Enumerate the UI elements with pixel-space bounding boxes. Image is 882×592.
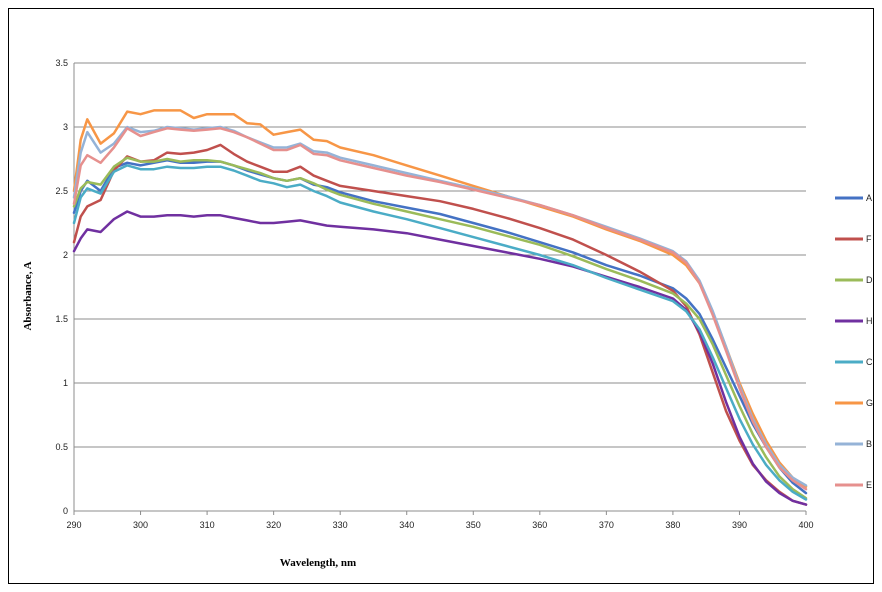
chart-frame [8,8,874,584]
x-tick-label: 400 [798,520,813,530]
legend-label-D: D [866,275,873,285]
series-line-D [72,156,808,500]
x-tick-label: 290 [66,520,81,530]
series-line-H [72,210,808,506]
y-tick-label: 2 [63,250,68,260]
y-tick-label: 3.5 [55,58,68,68]
x-tick-label: 300 [133,520,148,530]
y-tick-label: 2.5 [55,186,68,196]
x-tick-label: 330 [333,520,348,530]
y-tick-label: 1 [63,378,68,388]
y-tick-label: 1.5 [55,314,68,324]
legend-label-E: E [866,480,872,490]
x-tick-label: 370 [599,520,614,530]
y-tick-label: 3 [63,122,68,132]
legend-label-G: G [866,398,873,408]
legend-label-F: F [866,234,872,244]
series-lines [72,109,808,506]
x-tick-labels: 290 300 310 320 330 340 350 360 370 380 390 400 [66,520,813,530]
legend-label-B: B [866,439,872,449]
x-tick-label: 380 [665,520,680,530]
x-tick-label: 310 [200,520,215,530]
axes [73,63,807,515]
x-tick-label: 390 [732,520,747,530]
legend-label-C: C [866,357,873,367]
y-tick-label: 0.5 [55,442,68,452]
series-line-A [72,159,808,495]
y-axis-label: Absorbance, A [22,261,34,330]
legend-label-A: A [866,193,872,203]
series-line-B [72,125,808,487]
y-tick-labels: 0 0.5 1 1.5 2 2.5 3 3.5 [55,58,68,516]
y-tick-label: 0 [63,506,68,516]
x-tick-label: 360 [532,520,547,530]
series-line-E [72,127,808,491]
x-tick-label: 320 [266,520,281,530]
x-tick-label: 350 [466,520,481,530]
legend-label-H: H [866,316,873,326]
gridlines [74,62,806,448]
x-tick-label: 340 [399,520,414,530]
series-line-C [72,164,808,501]
legend: A F D H C G B E [835,193,873,490]
x-axis-label: Wavelength, nm [280,557,356,569]
